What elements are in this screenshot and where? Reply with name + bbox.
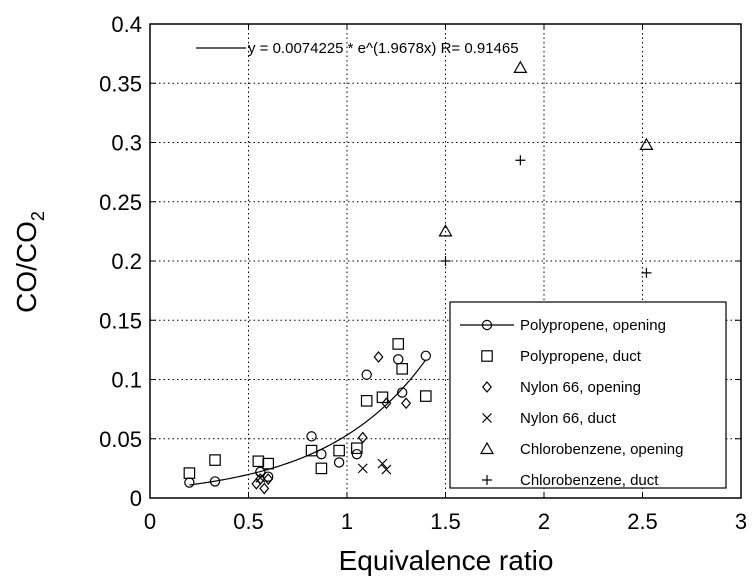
legend-item: Chlorobenzene, opening bbox=[479, 441, 683, 458]
legend-label: Chlorobenzene, opening bbox=[520, 441, 683, 458]
series-circle bbox=[184, 350, 431, 488]
x-tick-label: 1.5 bbox=[430, 509, 461, 534]
x-tick-labels: 0 0.5 1 1.5 2 2.5 3 bbox=[144, 509, 747, 534]
y-tick-label: 0.05 bbox=[99, 427, 142, 452]
data-point-square bbox=[420, 390, 432, 402]
legend-item: Nylon 66, opening bbox=[482, 379, 641, 396]
legend-label: Polypropene, opening bbox=[520, 317, 666, 334]
data-point-triangle bbox=[513, 60, 528, 73]
series-triangle bbox=[438, 60, 654, 237]
data-point-square bbox=[262, 457, 274, 470]
x-axis-title: Equivalence ratio bbox=[339, 545, 554, 576]
y-tick-label: 0.2 bbox=[111, 249, 142, 274]
data-point-plus bbox=[515, 155, 526, 166]
series-diamond bbox=[251, 351, 412, 495]
data-point-diamond bbox=[255, 473, 266, 485]
y-tick-label: 0.1 bbox=[111, 368, 142, 393]
axis-ticks bbox=[149, 23, 742, 499]
series-plus bbox=[440, 155, 652, 278]
data-points bbox=[183, 60, 654, 495]
data-point-triangle bbox=[438, 224, 453, 237]
data-point-circle bbox=[420, 350, 431, 361]
data-point-x bbox=[381, 464, 392, 475]
data-point-diamond bbox=[381, 397, 392, 410]
legend: Polypropene, opening Polypropene, duct Nyl… bbox=[449, 301, 727, 489]
data-point-diamond bbox=[357, 431, 368, 444]
data-point-circle bbox=[209, 476, 221, 487]
x-tick-label: 2.5 bbox=[627, 509, 658, 534]
data-point-circle bbox=[396, 387, 408, 398]
data-point-square bbox=[305, 444, 318, 457]
x-tick-label: 0.5 bbox=[233, 509, 264, 534]
data-point-circle bbox=[361, 369, 372, 380]
fit-equation-label: y = 0.0074225 * e^(1.9678x) R= 0.91465 bbox=[248, 40, 519, 57]
data-point-square bbox=[183, 467, 196, 479]
series-square bbox=[183, 338, 432, 479]
legend-item: Nylon 66, duct bbox=[482, 410, 617, 427]
fit-annotation: y = 0.0074225 * e^(1.9678x) R= 0.91465 bbox=[196, 40, 519, 57]
y-tick-label: 0 bbox=[130, 486, 142, 511]
data-point-circle bbox=[184, 477, 195, 488]
data-point-square bbox=[392, 338, 405, 350]
data-point-square bbox=[360, 395, 373, 407]
y-tick-label: 0.35 bbox=[99, 71, 142, 96]
data-point-x bbox=[377, 458, 388, 469]
y-tick-labels: 0 0.05 0.1 0.15 0.2 0.25 0.3 0.35 0.4 bbox=[99, 12, 142, 511]
legend-marker-triangle bbox=[479, 441, 495, 455]
data-point-square bbox=[351, 442, 363, 455]
y-tick-label: 0.4 bbox=[111, 12, 142, 37]
data-point-circle bbox=[306, 431, 317, 442]
data-point-plus bbox=[440, 256, 451, 266]
legend-marker-plus bbox=[482, 475, 492, 485]
data-point-plus bbox=[641, 267, 652, 278]
legend-label: Chlorobenzene, duct bbox=[520, 472, 659, 489]
legend-box bbox=[449, 301, 727, 489]
data-point-circle bbox=[255, 466, 266, 478]
legend-item: Chlorobenzene, duct bbox=[482, 472, 659, 489]
data-point-circle bbox=[351, 448, 363, 460]
legend-label: Polypropene, duct bbox=[520, 348, 642, 365]
x-tick-label: 2 bbox=[538, 509, 550, 534]
data-point-square bbox=[396, 363, 408, 375]
data-point-diamond bbox=[373, 351, 384, 363]
y-tick-label: 0.25 bbox=[99, 190, 142, 215]
x-tick-label: 3 bbox=[735, 509, 747, 534]
legend-item: Polypropene, duct bbox=[481, 348, 642, 365]
x-tick-label: 1 bbox=[341, 509, 353, 534]
data-point-square bbox=[252, 455, 265, 468]
data-point-x bbox=[357, 463, 368, 474]
data-point-x bbox=[255, 472, 266, 483]
data-point-triangle bbox=[639, 137, 654, 150]
data-point-square bbox=[209, 454, 221, 466]
data-point-diamond bbox=[401, 397, 412, 410]
data-point-circle bbox=[333, 457, 345, 468]
series-x bbox=[255, 458, 392, 483]
legend-label: Nylon 66, opening bbox=[520, 379, 641, 396]
legend-marker-circle bbox=[481, 319, 493, 331]
data-point-square bbox=[376, 391, 389, 404]
data-point-circle bbox=[393, 354, 404, 365]
y-tick-label: 0.3 bbox=[111, 131, 142, 156]
legend-marker-square bbox=[481, 350, 493, 362]
data-point-circle bbox=[316, 448, 327, 460]
y-tick-label: 0.15 bbox=[99, 308, 142, 333]
x-tick-label: 0 bbox=[144, 509, 156, 534]
data-point-square bbox=[315, 462, 328, 475]
y-axis-title-main: CO/CO bbox=[11, 221, 42, 313]
data-point-circle bbox=[263, 471, 274, 482]
legend-label: Nylon 66, duct bbox=[520, 410, 617, 427]
y-axis-title-subscript: 2 bbox=[28, 211, 48, 221]
data-point-diamond bbox=[259, 482, 270, 495]
legend-marker-diamond bbox=[482, 381, 492, 393]
data-point-square bbox=[333, 444, 345, 457]
y-axis-title: CO/CO2 bbox=[11, 211, 48, 313]
data-point-diamond bbox=[263, 473, 274, 485]
legend-marker-x bbox=[482, 413, 492, 423]
legend-item: Polypropene, opening bbox=[460, 317, 666, 334]
